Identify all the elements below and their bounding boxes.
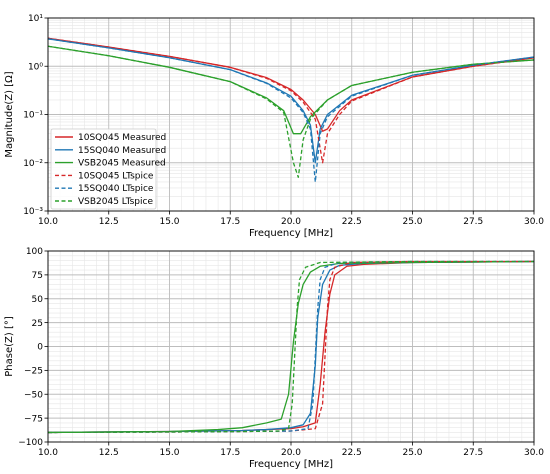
x-tick-label: 10.0 <box>38 217 58 227</box>
y-tick-label: 10⁻³ <box>23 207 43 217</box>
x-tick-label: 27.5 <box>463 448 483 458</box>
x-tick-label: 17.5 <box>220 217 240 227</box>
x-tick-label: 15.0 <box>159 448 179 458</box>
y-axis-label: Phase(Z) [°] <box>4 316 15 377</box>
legend-entry-label: 15SQ040 LTspice <box>78 184 154 194</box>
y-tick-label: 25 <box>32 319 43 329</box>
phase-axes-frame <box>47 250 535 443</box>
y-tick-label: 100 <box>26 247 43 257</box>
series-line-10sq045-ltspice <box>48 37 534 164</box>
x-tick-label: 10.0 <box>38 448 58 458</box>
y-tick-label: −75 <box>24 414 43 424</box>
y-tick-label: 10⁻² <box>23 159 43 169</box>
y-tick-label: −50 <box>24 390 43 400</box>
legend-box <box>50 128 157 210</box>
phase-grid <box>47 250 535 443</box>
legend-entry-label: VSB2045 LTspice <box>78 197 153 207</box>
legend-entry-label: 10SQ045 LTspice <box>78 171 154 181</box>
x-tick-label: 22.5 <box>342 217 362 227</box>
legend-entry-label: VSB2045 Measured <box>78 159 166 169</box>
x-tick-label: 22.5 <box>342 448 362 458</box>
x-tick-label: 20.0 <box>281 217 301 227</box>
x-tick-label: 17.5 <box>220 448 240 458</box>
y-axis-label: Magnitude(Z) [Ω] <box>4 71 15 157</box>
legend-entry-label: 10SQ045 Measured <box>78 133 166 143</box>
x-tick-label: 30.0 <box>524 448 544 458</box>
x-tick-label: 25.0 <box>402 448 422 458</box>
series-line-vsb2045-ltspice <box>48 260 534 434</box>
magnitude-panel: 10.0 12.5 15.0 17.5 20.0 22.5 25.0 27.5 30.0 10⁻³… <box>4 14 544 239</box>
x-tick-label: 15.0 <box>159 217 179 227</box>
legend-entry-label: 15SQ040 Measured <box>78 146 166 156</box>
y-tick-label: 10⁰ <box>28 62 43 72</box>
phase-series-group <box>48 260 534 434</box>
x-tick-label: 25.0 <box>402 217 422 227</box>
x-tick-label: 12.5 <box>99 448 119 458</box>
x-tick-label: 12.5 <box>99 217 119 227</box>
x-tick-label: 30.0 <box>524 217 544 227</box>
series-line-15sq040-measured <box>48 260 534 434</box>
magnitude-series-group <box>48 37 534 183</box>
y-tick-label: 10⁻¹ <box>23 111 43 121</box>
x-tick-label: 27.5 <box>463 217 483 227</box>
x-axis-label: Frequency [MHz] <box>249 459 333 470</box>
x-tick-label: 20.0 <box>281 448 301 458</box>
y-tick-label: 50 <box>32 295 44 305</box>
series-line-15sq040-ltspice <box>48 38 534 183</box>
y-tick-label: 75 <box>32 271 43 281</box>
series-line-vsb2045-ltspice <box>48 45 534 178</box>
legend: 10SQ045 Measured 15SQ040 Measured VSB2045 … <box>50 128 166 210</box>
x-axis-label: Frequency [MHz] <box>249 228 333 239</box>
y-tick-label: −25 <box>24 367 43 377</box>
y-tick-label: 10¹ <box>28 14 43 24</box>
phase-panel: 10.0 12.5 15.0 17.5 20.0 22.5 25.0 27.5 30.0 −100… <box>4 247 544 470</box>
y-tick-label: −100 <box>18 438 43 448</box>
magnitude-axes-frame <box>47 17 535 212</box>
y-tick-label: 0 <box>37 343 43 353</box>
